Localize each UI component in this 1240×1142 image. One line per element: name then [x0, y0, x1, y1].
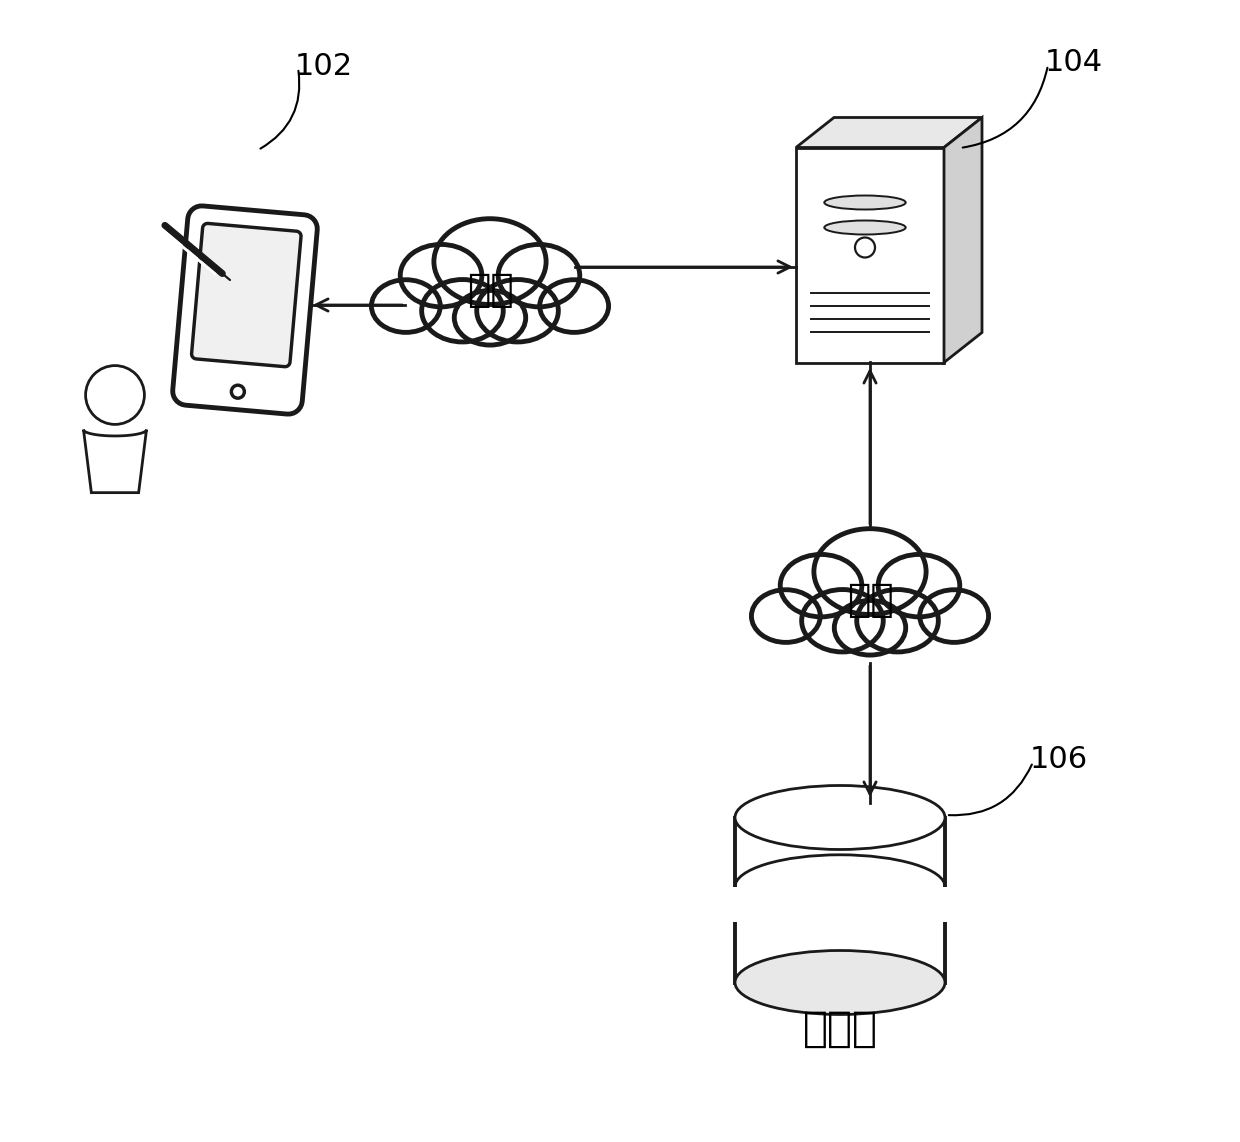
Bar: [776, 630, 963, 676]
Ellipse shape: [735, 786, 945, 850]
Ellipse shape: [857, 589, 939, 652]
Ellipse shape: [813, 529, 926, 614]
Ellipse shape: [825, 220, 905, 234]
Ellipse shape: [751, 589, 821, 643]
Ellipse shape: [86, 365, 144, 425]
Ellipse shape: [498, 244, 580, 307]
Polygon shape: [83, 429, 146, 492]
Bar: [735, 818, 945, 982]
Ellipse shape: [476, 280, 558, 341]
Ellipse shape: [856, 238, 875, 257]
Text: 106: 106: [1030, 745, 1089, 774]
Ellipse shape: [878, 554, 960, 617]
Ellipse shape: [372, 280, 440, 332]
Text: 数据库: 数据库: [802, 1008, 878, 1049]
Polygon shape: [796, 118, 982, 147]
Bar: [796, 147, 944, 362]
Polygon shape: [192, 224, 301, 367]
Ellipse shape: [422, 280, 503, 341]
Ellipse shape: [735, 950, 945, 1014]
Ellipse shape: [835, 601, 905, 656]
Ellipse shape: [920, 589, 988, 643]
Polygon shape: [944, 118, 982, 362]
Text: 102: 102: [295, 53, 353, 81]
Ellipse shape: [539, 280, 609, 332]
Bar: [733, 887, 947, 922]
Ellipse shape: [232, 385, 244, 399]
Text: 网络: 网络: [466, 271, 513, 309]
Text: 104: 104: [1045, 48, 1104, 77]
Ellipse shape: [434, 219, 546, 305]
Ellipse shape: [454, 290, 526, 345]
Ellipse shape: [802, 589, 883, 652]
Ellipse shape: [780, 554, 862, 617]
Ellipse shape: [401, 244, 482, 307]
Bar: [397, 321, 584, 367]
Text: 网络: 网络: [847, 581, 893, 619]
Polygon shape: [172, 206, 317, 415]
Ellipse shape: [825, 195, 905, 209]
